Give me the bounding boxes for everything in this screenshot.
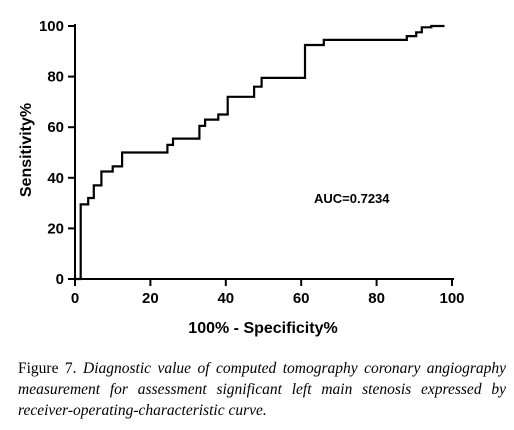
tick-labels: 0 20 40 60 80 100 0 20 40 60 80 100 [39,18,465,307]
x-axis-label: 100% - Specificity% [188,320,337,337]
y-tick-label: 60 [47,119,64,136]
y-axis-label: Sensitivity% [18,103,35,197]
x-tick-label: 0 [71,290,79,307]
y-tick-label: 40 [47,170,64,187]
y-tick-label: 0 [56,271,64,288]
x-tick-label: 20 [142,290,159,307]
x-tick-label: 40 [217,290,234,307]
caption-label: Figure 7. [18,360,77,377]
roc-curve-line [75,24,445,281]
auc-annotation: AUC=0.7234 [314,191,390,206]
x-tick-label: 80 [368,290,385,307]
axes [74,24,454,280]
y-tick-label: 20 [47,220,64,237]
y-tick-label: 80 [47,69,64,86]
x-tick-label: 100 [439,290,464,307]
caption-text: Diagnostic value of computed tomography … [18,360,506,419]
roc-chart: 0 20 40 60 80 100 0 20 40 60 80 100 100% - Specific… [18,18,465,337]
y-tick-label: 100 [39,18,64,35]
tick-marks [68,25,453,286]
series-group [75,24,445,281]
x-tick-label: 60 [293,290,310,307]
figure-caption: Figure 7. Diagnostic value of computed t… [18,358,506,421]
